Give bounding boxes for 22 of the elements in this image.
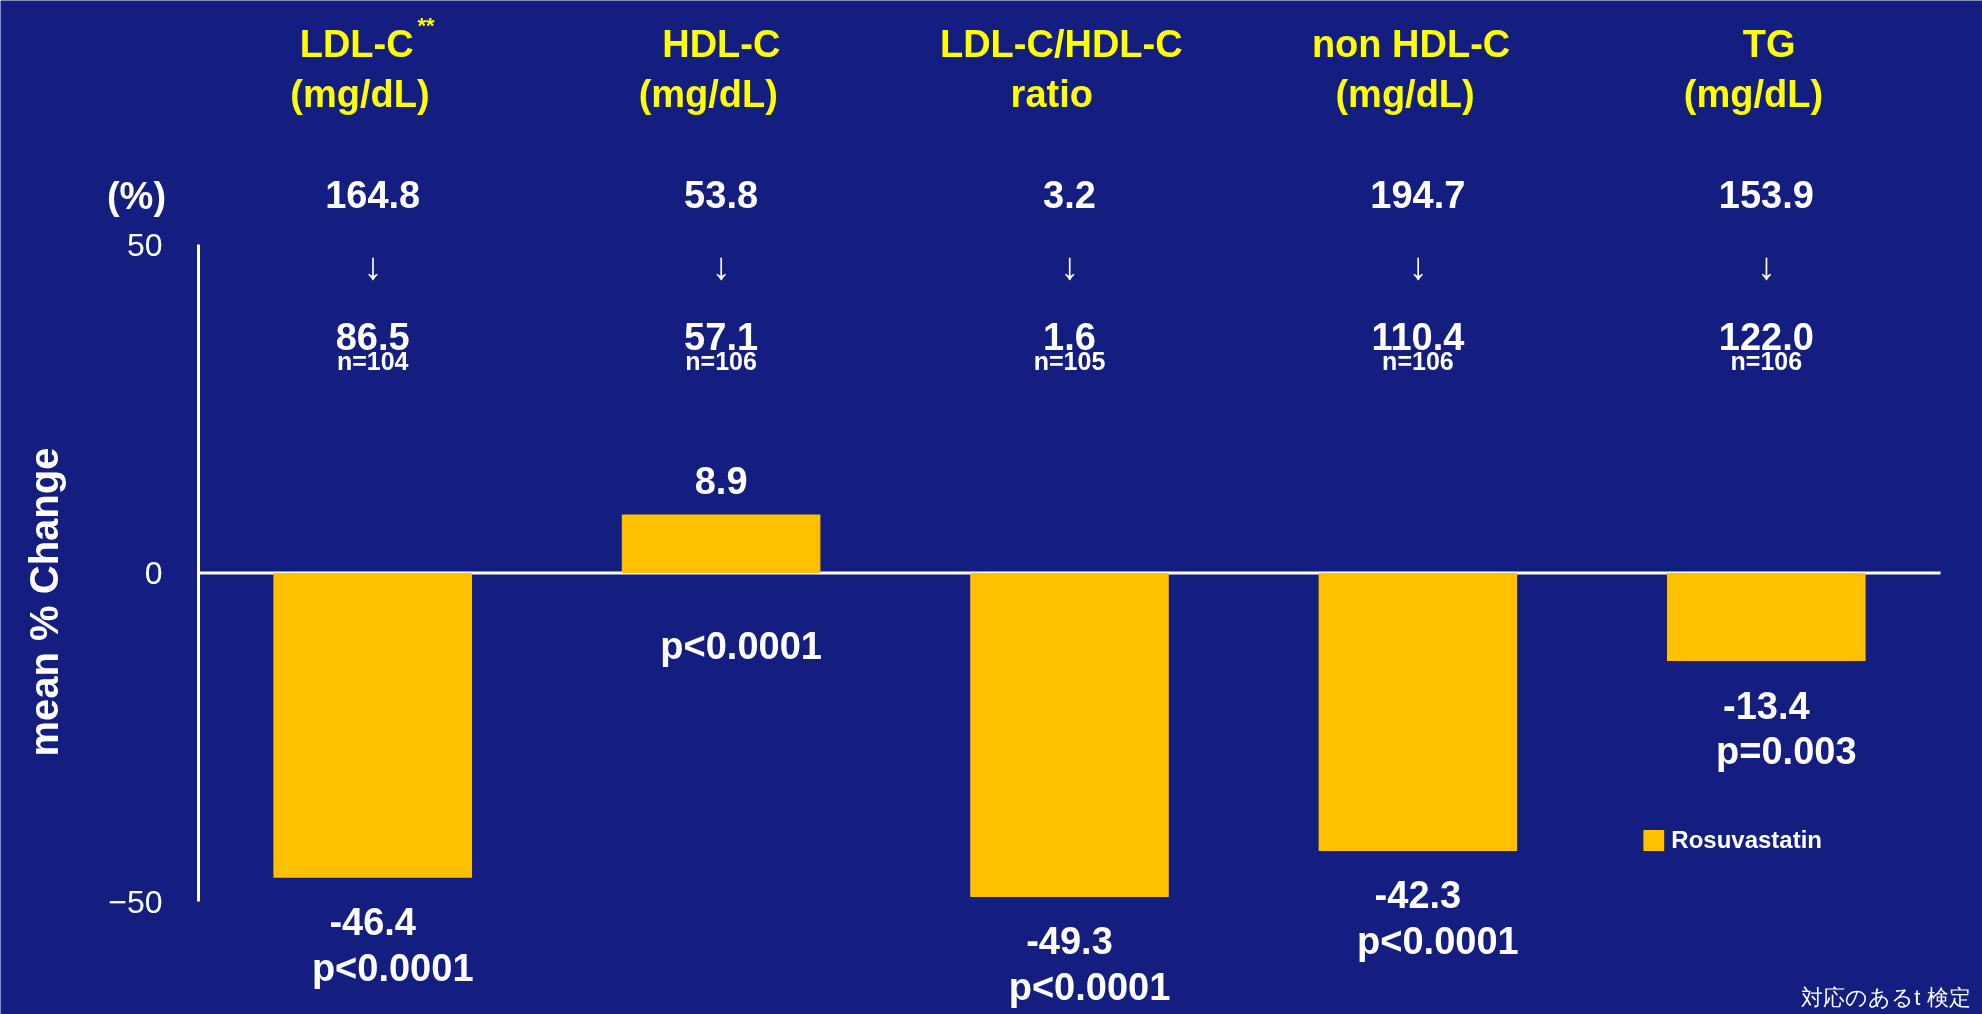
- x-tick-label: TG (mg/dL): [1683, 22, 1824, 115]
- y-tick-label: 0: [144, 555, 163, 591]
- text: (%): [106, 174, 167, 217]
- x-tick-label: HDL-C (mg/dL): [638, 22, 781, 115]
- data-label: -42.3: [1374, 874, 1462, 917]
- legend-label: Rosuvastatin: [1671, 826, 1822, 854]
- data-label: -46.4: [329, 901, 417, 944]
- data-label: 8.9: [694, 460, 748, 503]
- y-axis-title: mean % Change: [21, 447, 66, 757]
- y-tick-label: 50: [126, 226, 163, 263]
- category-label: LDL-C** (mg/dL): [290, 13, 435, 115]
- annotation: p<0.0001: [660, 625, 822, 667]
- annotation: p=0.003: [1716, 730, 1857, 773]
- data-label: -49.3: [1026, 920, 1113, 963]
- text: 対応のあるt 検定: [1801, 985, 1971, 1010]
- text: p<0.0001: [1008, 965, 1171, 1008]
- text: p<0.0001: [1357, 919, 1519, 962]
- x-tick-label: LDL-C/HDL-C ratio: [939, 22, 1183, 115]
- text: p<0.0001: [311, 946, 474, 989]
- data-label: -13.4: [1722, 684, 1810, 727]
- y-tick-label: −50: [108, 883, 163, 920]
- x-tick-label: non HDL-C (mg/dL): [1311, 22, 1511, 115]
